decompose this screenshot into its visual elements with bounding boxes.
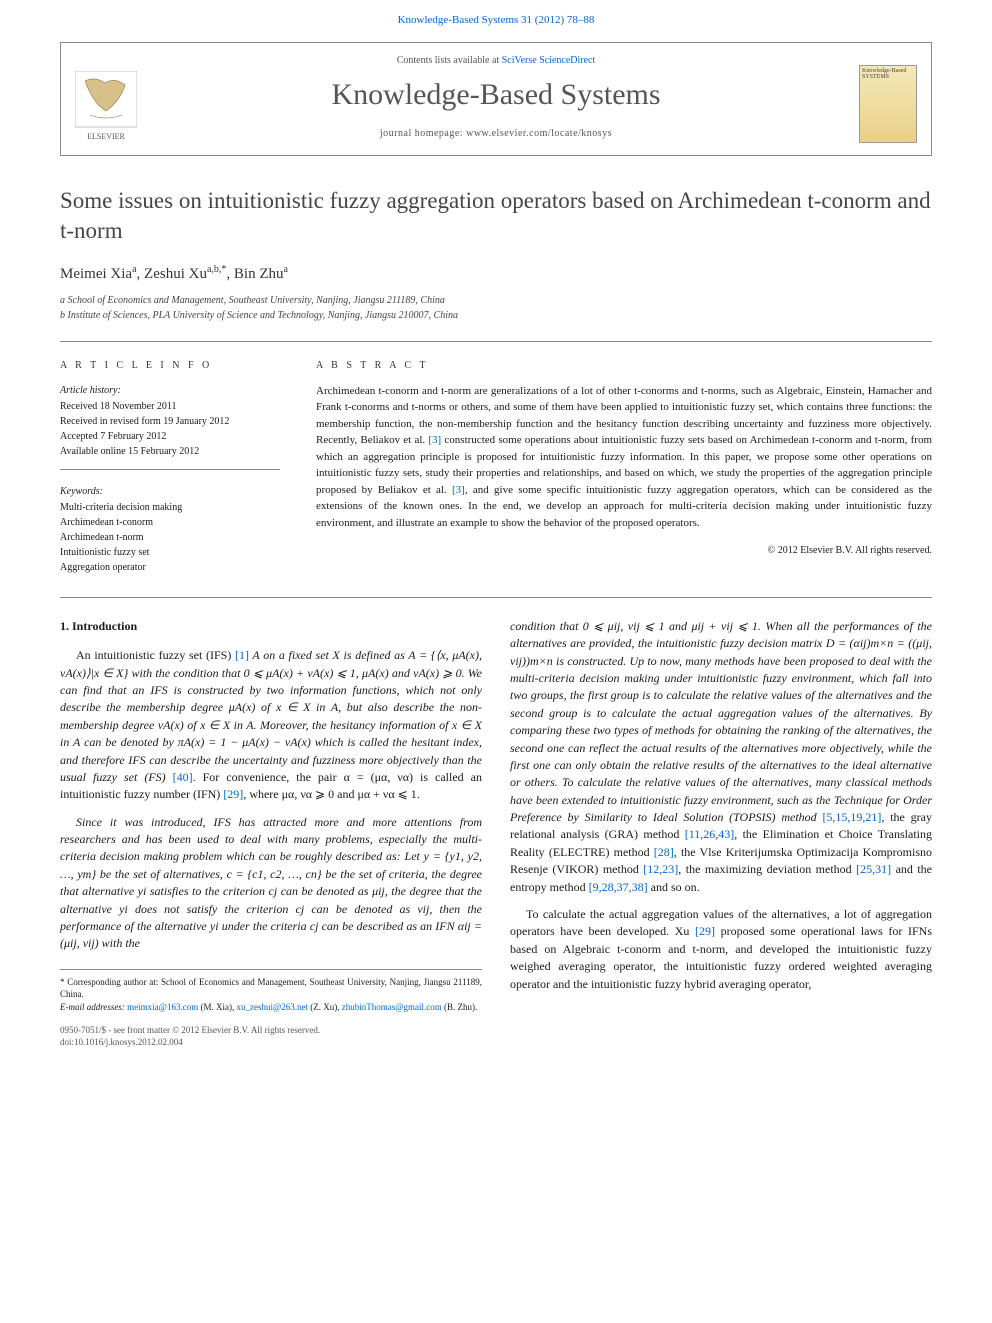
journal-ref-link[interactable]: Knowledge-Based Systems 31 (2012) 78–88 <box>398 14 595 26</box>
intro-para-4: To calculate the actual aggregation valu… <box>510 906 932 993</box>
abstract-col: A B S T R A C T Archimedean t-conorm and… <box>316 358 932 575</box>
footnotes: * Corresponding author at: School of Eco… <box>60 969 482 1014</box>
svg-text:ELSEVIER: ELSEVIER <box>87 132 125 141</box>
article-title: Some issues on intuitionistic fuzzy aggr… <box>60 186 932 246</box>
ref-link[interactable]: [12,23] <box>643 862 678 876</box>
history-head: Article history: <box>60 383 280 398</box>
keywords-head: Keywords: <box>60 484 280 499</box>
journal-name: Knowledge-Based Systems <box>79 78 913 112</box>
ref-link[interactable]: [29] <box>223 787 243 801</box>
column-left: 1. Introduction An intuitionistic fuzzy … <box>60 618 482 1014</box>
history-accepted: Accepted 7 February 2012 <box>60 429 280 444</box>
sciencedirect-link[interactable]: SciVerse ScienceDirect <box>502 55 596 66</box>
author-3-aff: a <box>284 264 288 275</box>
issn-line: 0950-7051/$ - see front matter © 2012 El… <box>60 1024 932 1037</box>
footer-bar: 0950-7051/$ - see front matter © 2012 El… <box>0 1014 992 1055</box>
email-link[interactable]: meimxia@163.com <box>127 1002 198 1012</box>
history-online: Available online 15 February 2012 <box>60 444 280 459</box>
affiliations: a School of Economics and Management, So… <box>60 293 932 323</box>
ref-link[interactable]: [29] <box>695 924 715 938</box>
elsevier-logo-icon: ELSEVIER <box>75 71 137 143</box>
journal-header-box: ELSEVIER Knowledge-Based SYSTEMS Content… <box>60 42 932 156</box>
journal-homepage: journal homepage: www.elsevier.com/locat… <box>79 128 913 139</box>
intro-para-1: An intuitionistic fuzzy set (IFS) [1] A … <box>60 647 482 804</box>
email-link[interactable]: zhubinThomas@gmail.com <box>342 1002 442 1012</box>
keyword-5: Aggregation operator <box>60 560 280 575</box>
article-meta-row: A R T I C L E I N F O Article history: R… <box>60 341 932 575</box>
author-3: Bin Zhu <box>234 266 284 282</box>
author-2-aff: a,b,* <box>207 264 226 275</box>
email-line: E-mail addresses: meimxia@163.com (M. Xi… <box>60 1001 482 1014</box>
contents-pre: Contents lists available at <box>397 55 502 66</box>
column-right: condition that 0 ⩽ μij, νij ⩽ 1 and μij … <box>510 618 932 1014</box>
article-info-label: A R T I C L E I N F O <box>60 358 280 373</box>
keyword-1: Multi-criteria decision making <box>60 500 280 515</box>
keyword-2: Archimedean t-conorm <box>60 515 280 530</box>
corresponding-note: * Corresponding author at: School of Eco… <box>60 976 482 1001</box>
contents-list-line: Contents lists available at SciVerse Sci… <box>79 55 913 66</box>
ref-link[interactable]: [25,31] <box>856 862 891 876</box>
history-revised: Received in revised form 19 January 2012 <box>60 414 280 429</box>
intro-para-2: Since it was introduced, IFS has attract… <box>60 814 482 953</box>
ref-link[interactable]: [1] <box>235 648 249 662</box>
journal-ref-line: Knowledge-Based Systems 31 (2012) 78–88 <box>0 0 992 34</box>
journal-cover-thumb-icon: Knowledge-Based SYSTEMS <box>859 65 917 143</box>
ref-link[interactable]: [9,28,37,38] <box>589 880 648 894</box>
keyword-3: Archimedean t-norm <box>60 530 280 545</box>
email-link[interactable]: xu_zeshui@263.net <box>236 1002 308 1012</box>
article-body: Some issues on intuitionistic fuzzy aggr… <box>0 186 992 1014</box>
article-info-col: A R T I C L E I N F O Article history: R… <box>60 358 280 575</box>
abstract-label: A B S T R A C T <box>316 358 932 373</box>
body-columns: 1. Introduction An intuitionistic fuzzy … <box>60 597 932 1014</box>
author-1: Meimei Xia <box>60 266 132 282</box>
ref-link[interactable]: [3] <box>452 484 465 496</box>
history-received: Received 18 November 2011 <box>60 399 280 414</box>
author-2: Zeshui Xu <box>144 266 207 282</box>
author-1-aff: a <box>132 264 136 275</box>
affiliation-b: b Institute of Sciences, PLA University … <box>60 308 932 323</box>
intro-para-3: condition that 0 ⩽ μij, νij ⩽ 1 and μij … <box>510 618 932 896</box>
journal-homepage-link[interactable]: www.elsevier.com/locate/knosys <box>466 128 612 139</box>
abstract-text: Archimedean t-conorm and t-norm are gene… <box>316 383 932 532</box>
doi-line: doi:10.1016/j.knosys.2012.02.004 <box>60 1036 932 1049</box>
affiliation-a: a School of Economics and Management, So… <box>60 293 932 308</box>
ref-link[interactable]: [28] <box>654 845 674 859</box>
ref-link[interactable]: [40] <box>173 770 193 784</box>
keyword-4: Intuitionistic fuzzy set <box>60 545 280 560</box>
copyright-line: © 2012 Elsevier B.V. All rights reserved… <box>316 543 932 558</box>
section-heading-intro: 1. Introduction <box>60 618 482 635</box>
ref-link[interactable]: [11,26,43] <box>685 827 735 841</box>
authors-line: Meimei Xiaa, Zeshui Xua,b,*, Bin Zhua <box>60 264 932 283</box>
ref-link[interactable]: [3] <box>428 434 441 446</box>
ref-link[interactable]: [5,15,19,21] <box>822 810 881 824</box>
